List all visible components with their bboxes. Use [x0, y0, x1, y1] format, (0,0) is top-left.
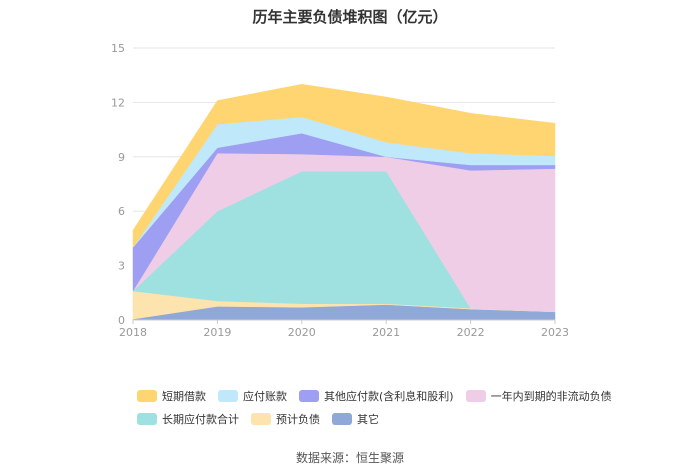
legend-item[interactable]: 短期借款 — [137, 388, 206, 404]
legend-label: 应付账款 — [243, 390, 287, 403]
y-tick-label: 9 — [118, 151, 125, 164]
area-series — [132, 84, 556, 321]
legend-item[interactable]: 一年内到期的非流动负债 — [465, 388, 612, 404]
legend-item[interactable]: 长期应付款合计 — [137, 411, 239, 427]
legend-row-2: 长期应付款合计 预计负债 其它 — [137, 411, 391, 427]
x-tick-label: 2018 — [119, 326, 147, 339]
legend-item[interactable]: 应付账款 — [218, 388, 287, 404]
x-axis: 2018 2019 2020 2021 2022 2023 — [119, 319, 569, 339]
y-tick-label: 0 — [118, 314, 125, 327]
legend-swatch — [332, 413, 352, 425]
legend-label: 一年内到期的非流动负债 — [490, 390, 612, 403]
legend-item[interactable]: 预计负债 — [251, 411, 320, 427]
legend-label: 其他应付款(含利息和股利) — [324, 390, 454, 403]
legend-swatch — [251, 413, 271, 425]
x-tick-label: 2020 — [288, 326, 316, 339]
legend-swatch — [465, 390, 486, 402]
x-tick-label: 2023 — [541, 326, 569, 339]
legend-label: 预计负债 — [276, 413, 320, 426]
data-source: 数据来源：恒生聚源 — [295, 451, 404, 465]
legend-item[interactable]: 其它 — [332, 411, 379, 427]
legend-label: 其它 — [357, 413, 379, 426]
y-axis: 0 3 6 9 12 15 — [111, 42, 125, 327]
legend-swatch — [137, 390, 157, 402]
legend-item[interactable]: 其他应付款(含利息和股利) — [299, 388, 454, 404]
legend-label: 短期借款 — [162, 390, 206, 403]
legend-row-1: 短期借款 应付账款 其他应付款(含利息和股利) 一年内到期的非流动负债 — [137, 388, 624, 404]
y-tick-label: 6 — [118, 205, 125, 218]
legend-swatch — [299, 390, 319, 402]
legend-swatch — [137, 413, 157, 425]
x-tick-label: 2019 — [203, 326, 231, 339]
legend-label: 长期应付款合计 — [162, 413, 239, 426]
legend-swatch — [218, 390, 238, 402]
x-tick-label: 2022 — [457, 326, 485, 339]
area-短期借款 — [132, 84, 556, 249]
y-tick-label: 15 — [111, 42, 125, 55]
chart-title: 历年主要负债堆积图（亿元） — [252, 8, 448, 26]
y-tick-label: 12 — [111, 96, 125, 109]
x-tick-label: 2021 — [372, 326, 400, 339]
y-tick-label: 3 — [118, 260, 125, 273]
